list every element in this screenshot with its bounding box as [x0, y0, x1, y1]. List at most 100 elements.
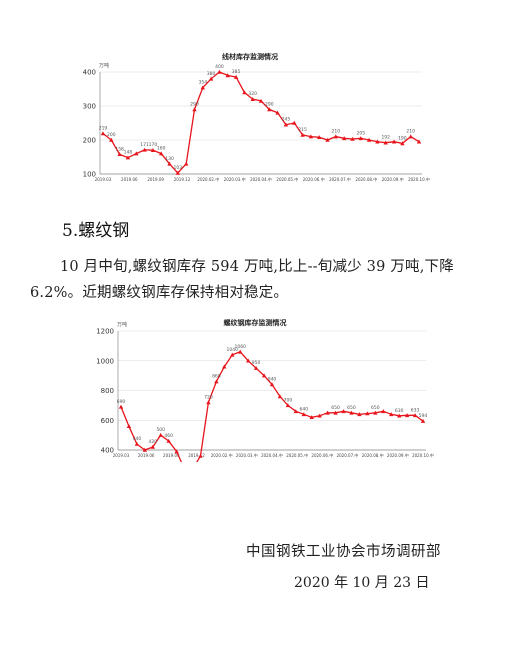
x-tick-label: 2019.03: [95, 177, 112, 182]
organization-signature: 中国钢铁工业协会市场调研部: [246, 544, 441, 560]
data-point: [233, 74, 239, 79]
data-point: [150, 444, 155, 449]
data-label: 205: [356, 130, 365, 136]
data-label: 130: [165, 156, 174, 162]
y-tick-label: 200: [83, 137, 96, 145]
data-label: 320: [248, 91, 257, 97]
data-label: 385: [232, 69, 241, 75]
data-point: [333, 410, 338, 415]
data-label: 640: [299, 406, 308, 412]
unit-label: 万吨: [117, 321, 127, 328]
data-point: [373, 410, 378, 415]
y-tick-label: 400: [83, 69, 96, 77]
data-label: 192: [381, 135, 390, 141]
y-tick-label: 100: [83, 171, 96, 179]
data-label: 650: [371, 405, 380, 411]
data-point: [200, 85, 205, 90]
data-label: 860: [212, 374, 221, 380]
data-point: [208, 76, 214, 81]
x-tick-label: 2020.03.中: [224, 176, 246, 182]
data-point: [217, 69, 222, 74]
data-label: 440: [133, 436, 142, 442]
x-tick-label: 2020.03.中: [236, 452, 258, 458]
data-point: [150, 148, 156, 152]
x-tick-label: 2019.09: [147, 177, 164, 182]
x-tick-label: 2019.12: [188, 453, 205, 458]
data-label: 650: [347, 405, 356, 411]
x-tick-label: 2020.07.中: [329, 176, 351, 182]
data-point: [275, 110, 280, 115]
data-label: 290: [265, 101, 274, 107]
y-tick-label: 1200: [96, 328, 114, 336]
data-point: [238, 349, 243, 354]
data-label: 400: [215, 64, 224, 70]
data-point: [420, 418, 426, 423]
data-point: [389, 412, 394, 417]
rebar-inventory-chart: 螺纹钢库存监测情况 万吨 400 600 800 1000 1200 2019.03 2019.…: [76, 316, 434, 462]
data-point: [308, 134, 314, 139]
data-point: [366, 137, 372, 142]
data-point: [158, 432, 163, 437]
data-point: [309, 415, 314, 419]
data-point: [408, 134, 413, 139]
y-tick-label: 800: [101, 387, 114, 395]
data-point: [142, 447, 147, 452]
data-point: [300, 132, 305, 137]
data-point: [134, 441, 140, 446]
data-point: [118, 404, 124, 409]
x-tick-label: 2019.12: [174, 177, 191, 182]
x-tick-label: 2020.07.中: [337, 452, 359, 458]
x-tick-label: 2020.08.中: [362, 452, 384, 458]
data-point: [174, 449, 179, 454]
data-label: 245: [282, 117, 291, 123]
report-date: 2020 年 10 月 23 日: [294, 575, 430, 591]
data-label: 720: [204, 394, 213, 400]
data-point: [342, 136, 347, 141]
data-point: [350, 136, 355, 141]
x-tick-label: 2020.02.中: [211, 452, 233, 458]
data-point: [198, 453, 203, 458]
data-label: 840: [268, 377, 277, 383]
data-point: [134, 151, 139, 156]
x-tick-label: 2019.06: [138, 453, 155, 458]
x-tick-label: 2019.09: [163, 453, 180, 458]
data-point: [253, 366, 259, 370]
data-point: [192, 107, 197, 112]
x-tick-label: 2020.04.中: [250, 176, 272, 182]
y-tick-label: 1000: [96, 357, 114, 365]
x-tick-label: 2020.06.中: [303, 176, 325, 182]
data-point: [383, 140, 388, 145]
data-label: 190: [398, 135, 407, 141]
rebar-chart-svg: 螺纹钢库存监测情况 万吨 400 600 800 1000 1200 2019.03 2019.…: [96, 318, 434, 462]
data-point: [250, 97, 255, 101]
data-point: [126, 424, 132, 428]
data-label: 170: [149, 142, 158, 148]
data-point: [167, 161, 172, 166]
data-label: 460: [164, 433, 173, 439]
chart-title: 线材库存监测情况: [222, 52, 278, 61]
data-point: [267, 107, 272, 112]
section-paragraph: 10 月中旬,螺纹钢库存 594 万吨,比上--旬减少 39 万吨,下降 6.2…: [30, 259, 454, 301]
data-label: 158: [115, 146, 124, 152]
data-label: 700: [284, 397, 293, 403]
data-point: [184, 161, 189, 166]
data-label: 148: [124, 150, 133, 156]
data-point: [142, 147, 147, 152]
x-tick-label: 2020.10.中: [408, 176, 430, 182]
data-label: 210: [332, 129, 341, 135]
data-label: 215: [298, 127, 307, 133]
data-point: [301, 412, 306, 417]
data-point: [333, 134, 338, 139]
data-label: 1040: [227, 347, 239, 353]
data-label: 200: [107, 132, 116, 138]
data-point: [349, 410, 354, 415]
data-point: [214, 379, 219, 384]
data-point: [358, 136, 363, 141]
data-point: [225, 73, 230, 78]
data-point: [285, 403, 291, 408]
data-point: [325, 137, 330, 142]
data-point: [325, 410, 330, 415]
data-label: 354: [198, 80, 207, 86]
y-tick-label: 600: [101, 417, 114, 425]
data-point: [283, 122, 289, 127]
